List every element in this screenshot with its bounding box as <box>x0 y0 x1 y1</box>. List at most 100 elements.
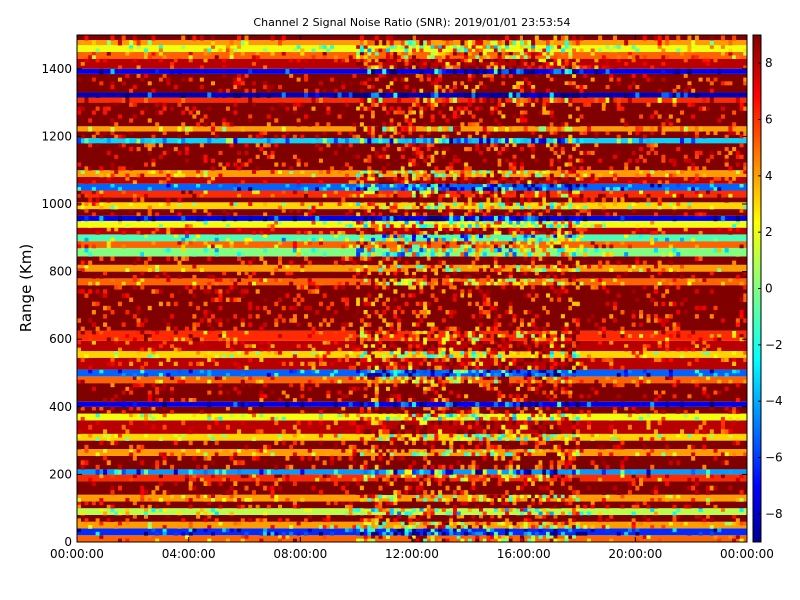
heatmap-cell <box>724 460 729 466</box>
heatmap-cell <box>371 310 376 315</box>
heatmap-cell <box>549 504 554 509</box>
heatmap-cell <box>233 386 238 391</box>
heatmap-cell <box>620 241 625 245</box>
heatmap-cell <box>475 247 480 253</box>
heatmap-cell <box>549 369 554 374</box>
heatmap-cell <box>404 241 409 245</box>
heatmap-cell <box>456 357 461 363</box>
heatmap-cell <box>192 413 197 418</box>
heatmap-cell <box>430 231 435 235</box>
heatmap-cell <box>423 278 428 283</box>
heatmap-cell <box>482 420 487 426</box>
heatmap-cell <box>572 410 577 414</box>
heatmap-cell <box>188 469 193 475</box>
heatmap-cell <box>460 444 465 450</box>
heatmap-cell <box>404 514 409 519</box>
heatmap-cell <box>132 337 137 342</box>
heatmap-cell <box>479 301 484 307</box>
heatmap-cell <box>408 501 413 506</box>
heatmap-cell <box>423 310 428 315</box>
heatmap-cell <box>512 256 517 261</box>
heatmap-cell <box>77 504 82 509</box>
heatmap-cell <box>415 376 420 381</box>
heatmap-cell <box>371 508 376 512</box>
heatmap-cell <box>456 528 461 533</box>
heatmap-cell <box>456 390 461 395</box>
heatmap-cell <box>99 202 104 206</box>
heatmap-cell <box>378 420 383 426</box>
heatmap-cell <box>371 398 376 403</box>
heatmap-cell <box>311 464 316 470</box>
heatmap-cell <box>598 202 603 206</box>
heatmap-cell <box>523 531 528 536</box>
heatmap-cell <box>426 274 431 279</box>
heatmap-cell <box>132 514 137 519</box>
heatmap-cell <box>560 481 565 486</box>
heatmap-cell <box>627 481 632 486</box>
heatmap-cell <box>572 209 577 213</box>
heatmap-cell <box>367 357 372 363</box>
heatmap-cell <box>311 281 316 286</box>
heatmap-cell <box>423 212 428 217</box>
heatmap-cell <box>382 390 387 395</box>
heatmap-cell <box>423 498 428 502</box>
heatmap-cell <box>575 383 580 388</box>
heatmap-cell <box>575 485 580 491</box>
heatmap-cell <box>460 437 465 441</box>
heatmap-cell <box>467 433 472 438</box>
heatmap-cell <box>475 401 480 408</box>
heatmap-cell <box>564 289 569 294</box>
heatmap-cell <box>144 531 149 536</box>
heatmap-cell <box>691 330 696 335</box>
heatmap-cell <box>598 518 603 523</box>
heatmap-cell <box>538 212 543 217</box>
heatmap-cell <box>657 344 662 348</box>
heatmap-cell <box>129 297 134 303</box>
heatmap-cell <box>177 369 182 374</box>
heatmap-cell <box>519 474 524 479</box>
heatmap-cell <box>177 455 182 461</box>
heatmap-cell <box>270 376 275 381</box>
heatmap-cell <box>203 469 208 475</box>
heatmap-cell <box>519 410 524 414</box>
heatmap-cell <box>430 538 435 543</box>
heatmap-cell <box>240 340 245 345</box>
heatmap-cell <box>296 285 301 290</box>
heatmap-cell <box>538 227 543 232</box>
heatmap-cell <box>307 449 312 453</box>
heatmap-cell <box>728 227 733 232</box>
heatmap-cell <box>400 314 405 319</box>
heatmap-cell <box>162 247 167 253</box>
heatmap-cell <box>691 469 696 475</box>
heatmap-cell <box>170 227 175 232</box>
heatmap-cell <box>486 474 491 479</box>
heatmap-cell <box>546 237 551 242</box>
heatmap-cell <box>225 490 230 495</box>
heatmap-cell <box>438 494 443 499</box>
heatmap-cell <box>639 351 644 355</box>
heatmap-cell <box>408 247 413 253</box>
heatmap-cell <box>557 241 562 245</box>
heatmap-cell <box>151 347 156 352</box>
heatmap-cell <box>553 521 558 526</box>
heatmap-cell <box>713 455 718 461</box>
heatmap-cell <box>382 244 387 249</box>
heatmap-cell <box>709 433 714 438</box>
heatmap-cell <box>192 301 197 307</box>
heatmap-cell <box>590 433 595 438</box>
heatmap-cell <box>508 525 513 529</box>
heatmap-cell <box>534 481 539 486</box>
heatmap-cell <box>527 305 532 311</box>
heatmap-cell <box>397 433 402 438</box>
heatmap-cell <box>378 452 383 457</box>
heatmap-cell <box>192 252 197 257</box>
heatmap-cell <box>408 252 413 257</box>
heatmap-cell <box>572 354 577 359</box>
heatmap-cell <box>575 490 580 495</box>
heatmap-cell <box>404 237 409 242</box>
heatmap-cell <box>132 314 137 319</box>
heatmap-cell <box>646 344 651 348</box>
heatmap-cell <box>523 256 528 261</box>
heatmap-cell <box>508 318 513 323</box>
heatmap-cell <box>586 318 591 323</box>
